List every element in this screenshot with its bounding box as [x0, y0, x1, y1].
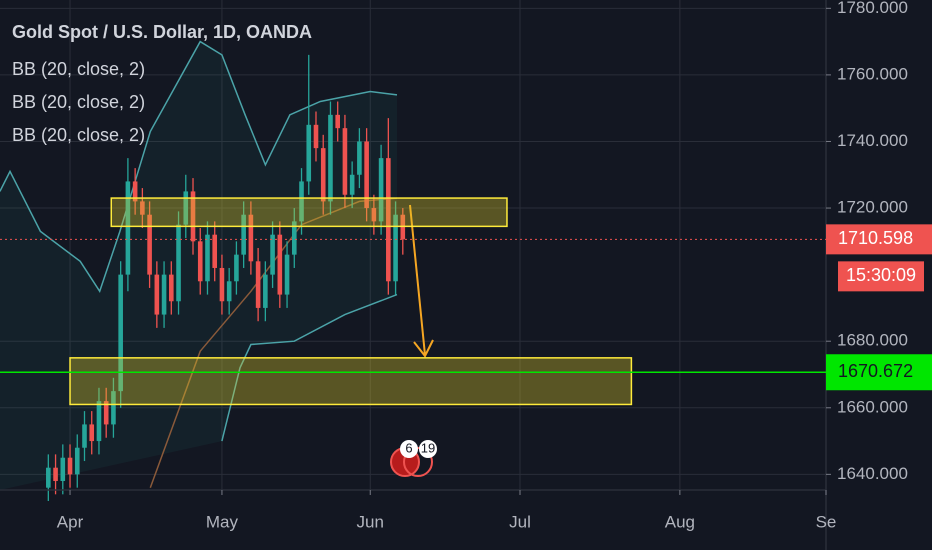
- y-tick-label: 1680.000: [837, 331, 908, 350]
- indicator-label: BB (20, close, 2): [12, 92, 145, 112]
- candle-body: [67, 457, 73, 475]
- zone: [110, 197, 508, 228]
- candle-body: [255, 261, 261, 308]
- price-tag-label: 1670.672: [838, 361, 913, 381]
- indicator-label: BB (20, close, 2): [12, 59, 145, 79]
- y-tick-label: 1720.000: [837, 198, 908, 217]
- candle-body: [154, 274, 160, 315]
- price-tag: [826, 354, 932, 391]
- candle-body: [284, 254, 290, 295]
- candle-body: [103, 401, 109, 425]
- chart-title: Gold Spot / U.S. Dollar, 1D, OANDA: [12, 22, 312, 42]
- event-badge: [400, 440, 418, 458]
- candle-body: [118, 274, 123, 392]
- price-tag-label: 1710.598: [838, 228, 913, 248]
- event-icon: 6 19: [390, 440, 437, 477]
- x-tick-label: Se: [816, 512, 837, 531]
- candle-body: [270, 234, 275, 275]
- x-tick-label: May: [206, 512, 239, 531]
- x-tick-label: Jul: [509, 512, 531, 531]
- event-badge: [419, 440, 437, 458]
- band-lower: [221, 293, 398, 442]
- y-tick-label: 1640.000: [837, 464, 908, 483]
- zone: [69, 357, 633, 406]
- candle-body: [357, 141, 362, 175]
- band-upper: [0, 40, 398, 294]
- candle-body: [176, 224, 181, 302]
- candle-body: [125, 181, 131, 275]
- candle-body: [320, 148, 326, 202]
- candle-body: [111, 391, 116, 425]
- candle-body: [53, 467, 58, 482]
- event-count: 6: [405, 440, 412, 455]
- candle-body: [378, 158, 384, 222]
- candle-body: [212, 234, 218, 268]
- candle-body: [147, 214, 152, 275]
- y-tick-label: 1780.000: [837, 0, 908, 17]
- candle-body: [60, 457, 66, 482]
- candle-body: [82, 424, 87, 448]
- event-flag: [403, 447, 433, 477]
- candle-body: [299, 181, 304, 222]
- y-tick-label: 1760.000: [837, 64, 908, 83]
- candle-body: [335, 114, 340, 129]
- candle-body: [291, 221, 297, 255]
- x-tick-label: Aug: [665, 512, 695, 531]
- arrow: [409, 204, 434, 358]
- x-tick-label: Jun: [357, 512, 384, 531]
- candle-body: [241, 214, 246, 255]
- candle-body: [386, 158, 391, 282]
- candle-body: [74, 447, 80, 475]
- candle-body: [183, 191, 189, 225]
- indicator-label: BB (20, close, 2): [12, 125, 145, 145]
- candle-body: [349, 174, 355, 195]
- candle-body: [89, 424, 95, 442]
- candle-body: [393, 214, 398, 282]
- candle-body: [190, 191, 196, 242]
- candle-body: [342, 128, 348, 195]
- timer-label: 15:30:09: [846, 265, 916, 285]
- candle-body: [219, 267, 225, 302]
- candle-body: [313, 124, 319, 149]
- x-tick-label: Apr: [57, 512, 84, 531]
- candle-body: [132, 181, 138, 202]
- event-count: 19: [421, 440, 435, 455]
- candle-body: [161, 274, 167, 315]
- candle-body: [140, 201, 145, 215]
- y-tick-label: 1740.000: [837, 131, 908, 150]
- candle-body: [328, 114, 333, 202]
- candle-body: [234, 254, 239, 282]
- timer-tag: [838, 261, 924, 292]
- candle-body: [205, 234, 210, 282]
- candle-body: [306, 124, 312, 182]
- candle-body: [96, 401, 102, 442]
- candle-body: [277, 234, 283, 295]
- candle-body: [263, 274, 268, 308]
- candle-body: [371, 208, 377, 222]
- candle-body: [364, 141, 369, 209]
- price-tag: [826, 224, 932, 255]
- candle-body: [248, 214, 254, 262]
- candle-body: [169, 274, 174, 302]
- candle-body: [46, 467, 51, 488]
- candle-body: [226, 281, 232, 302]
- y-tick-label: 1660.000: [837, 397, 908, 416]
- candle-body: [197, 241, 203, 282]
